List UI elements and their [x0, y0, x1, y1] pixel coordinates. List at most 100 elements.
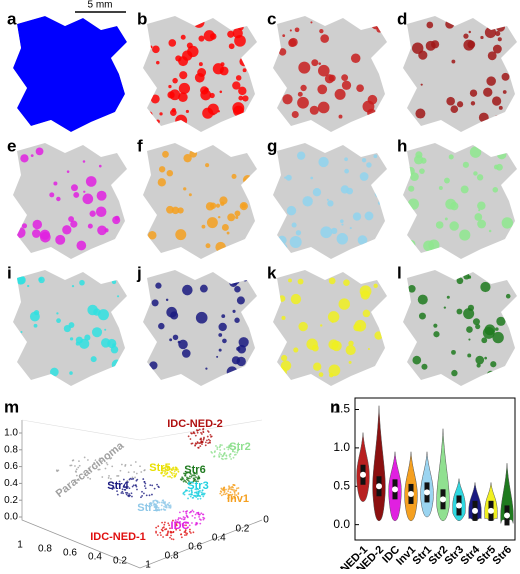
cell-point: [198, 442, 201, 445]
cell-spot: [186, 42, 193, 49]
cell-point: [210, 451, 213, 453]
cell-spot: [234, 285, 241, 293]
cell-point: [125, 491, 127, 494]
cell-point: [133, 471, 136, 473]
cell-spot: [198, 35, 205, 42]
cell-point: [132, 484, 135, 487]
cell-point: [75, 474, 78, 477]
cluster-label: IDC-NED-1: [90, 531, 146, 543]
cell-point: [210, 435, 213, 438]
cell-point: [202, 495, 205, 498]
cell-spot: [194, 72, 205, 83]
cell-point: [130, 478, 133, 481]
cell-spot: [155, 282, 162, 289]
cell-point: [229, 453, 232, 455]
cell-spot: [227, 30, 235, 38]
median: [424, 489, 430, 496]
cell-point: [206, 439, 208, 442]
cell-point: [183, 524, 186, 527]
cell-spot: [295, 230, 302, 236]
cell-spot: [242, 175, 253, 185]
cell-point: [108, 475, 110, 477]
cell-spot: [100, 151, 106, 156]
cell-overlay: [275, 277, 383, 378]
cell-point: [148, 494, 151, 497]
cell-spot: [359, 172, 369, 181]
cell-point: [195, 476, 197, 479]
cell-point: [151, 493, 153, 496]
cell-point: [182, 510, 185, 513]
cell-point: [186, 471, 189, 474]
cell-spot: [456, 308, 463, 315]
cell-point: [120, 463, 123, 466]
cell-point: [193, 472, 196, 475]
cell-point: [197, 511, 200, 514]
median: [440, 496, 446, 503]
cell-point: [173, 470, 176, 473]
cell-point: [194, 444, 197, 446]
cell-point: [166, 471, 169, 474]
cell-spot: [180, 34, 186, 40]
cell-spot: [217, 215, 221, 219]
cell-point: [162, 469, 165, 472]
cell-point: [174, 521, 177, 524]
cell-spot: [232, 81, 241, 90]
cell-spot: [460, 185, 469, 194]
cell-spot: [289, 236, 302, 249]
cell-spot: [182, 284, 193, 296]
cell-point: [190, 442, 193, 445]
cell-point: [139, 465, 141, 468]
cell-spot: [215, 241, 226, 253]
cell-spot: [82, 160, 86, 163]
cell-point: [157, 525, 160, 528]
y-tick-label: 0.2: [235, 524, 249, 535]
cell-point: [194, 474, 196, 477]
cell-point: [153, 506, 156, 509]
cell-spot: [238, 337, 249, 348]
cell-spot: [408, 285, 416, 293]
cell-spot: [306, 338, 318, 350]
cell-point: [218, 454, 220, 456]
tissue-panel: k: [267, 263, 387, 386]
cell-spot: [56, 312, 59, 315]
cell-point: [232, 456, 235, 459]
cell-point: [71, 459, 74, 462]
z-tick-label: 0.8: [4, 444, 18, 455]
cell-spot: [318, 64, 330, 77]
cell-spot: [75, 336, 83, 344]
cell-point: [129, 477, 132, 480]
cell-spot: [469, 89, 478, 97]
cell-spot: [320, 34, 329, 43]
cell-overlay: [14, 147, 121, 251]
cell-point: [124, 465, 127, 467]
cell-point: [197, 498, 199, 500]
cell-point: [111, 488, 114, 490]
cell-point: [197, 480, 199, 483]
cell-point: [168, 506, 171, 509]
cell-spot: [327, 311, 340, 323]
overlay: [13, 16, 127, 132]
cell-spot: [349, 227, 352, 230]
cell-spot: [356, 84, 364, 93]
cell-point: [195, 442, 198, 445]
cell-point: [161, 529, 164, 532]
cell-spot: [204, 87, 209, 93]
cell-spot: [17, 275, 26, 285]
cell-point: [225, 492, 228, 495]
cell-spot: [477, 201, 486, 211]
cell-spot: [491, 96, 502, 106]
cell-point: [222, 493, 225, 496]
cell-point: [219, 492, 222, 495]
cell-spot: [97, 309, 109, 321]
cell-point: [185, 472, 188, 475]
cell-spot: [282, 34, 286, 37]
cell-spot: [185, 109, 189, 114]
cell-point: [134, 476, 136, 479]
cell-point: [160, 501, 163, 504]
tissue-section: [13, 143, 127, 259]
cell-point: [156, 508, 159, 511]
cell-point: [224, 493, 227, 496]
cell-point: [163, 472, 166, 474]
cell-spot: [219, 90, 223, 94]
